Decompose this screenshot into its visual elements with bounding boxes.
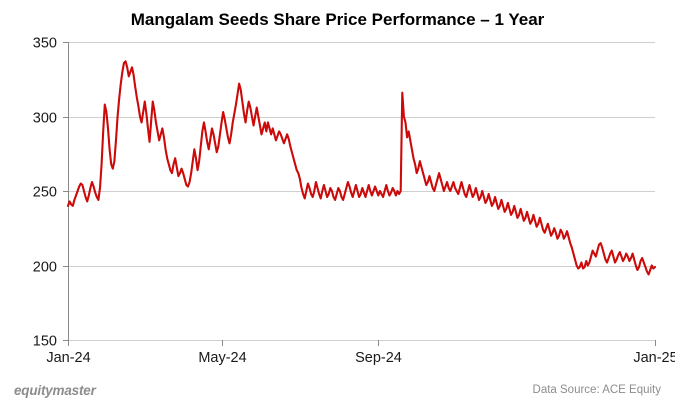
x-axis-tick-label: Jan-24 <box>46 350 90 366</box>
x-axis-tick-label: Sep-24 <box>355 350 402 366</box>
y-axis-tick-label: 150 <box>33 334 57 350</box>
data-source-label: Data Source: ACE Equity <box>532 384 661 396</box>
price-series-line <box>66 60 657 276</box>
x-axis-tick-label: May-24 <box>198 350 246 366</box>
axes-group <box>67 42 657 346</box>
y-axis-tick-label: 250 <box>33 185 57 201</box>
y-axis-tick-label: 350 <box>33 36 57 52</box>
x-axis-tick-labels: Jan-24 May-24 Sep-24 Jan-25 <box>46 350 675 366</box>
y-axis-tick-label: 200 <box>33 260 57 276</box>
page-title: Mangalam Seeds Share Price Performance –… <box>130 10 545 29</box>
x-axis-tick-label: Jan-25 <box>633 350 675 366</box>
brand-watermark: equitymaster <box>14 383 96 398</box>
y-axis-tick-labels: 150 200 250 300 350 <box>33 36 57 350</box>
y-axis-tick-label: 300 <box>33 111 57 127</box>
gridlines-group <box>63 41 655 342</box>
